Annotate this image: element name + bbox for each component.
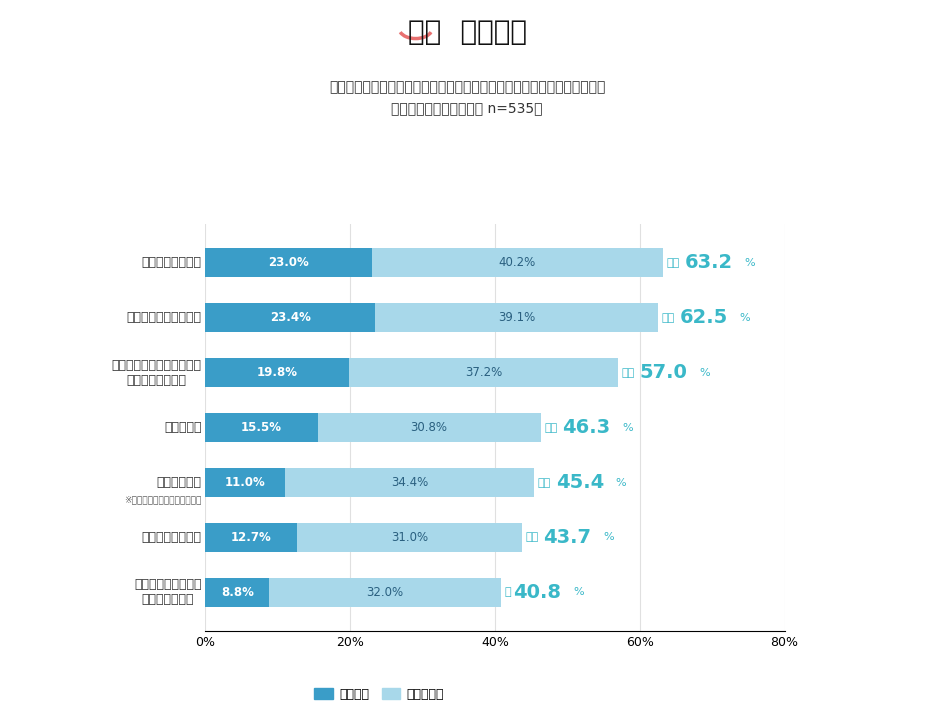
Text: 45.4: 45.4 [556, 473, 604, 492]
Bar [269, 578, 501, 607]
Text: %: % [740, 313, 750, 322]
Text: 創作・配信で利用: 創作・配信で利用 [142, 531, 202, 544]
Bar [205, 304, 375, 332]
Text: 11.0%: 11.0% [225, 476, 265, 489]
Text: 62.5: 62.5 [680, 308, 728, 327]
Text: %: % [603, 533, 615, 543]
Text: 子ども利用: 子ども利用 [164, 421, 202, 434]
Text: 57.0: 57.0 [640, 363, 687, 382]
Text: 合: 合 [504, 587, 511, 597]
Bar [297, 523, 522, 552]
Text: 40.2%: 40.2% [499, 257, 536, 269]
Text: 合計: 合計 [667, 258, 680, 268]
Text: 推し活で利用: 推し活で利用 [157, 476, 202, 489]
Text: 連絡先の棲み分け: 連絡先の棲み分け [142, 257, 202, 269]
Bar [205, 578, 269, 607]
Text: 合計: 合計 [526, 533, 539, 543]
Text: 15.5%: 15.5% [241, 421, 282, 434]
Text: メイン端末の補助利用: メイン端末の補助利用 [127, 311, 202, 325]
Text: メイン端末を持ち込みたく
ない場所での利用: メイン端末を持ち込みたく ない場所での利用 [112, 359, 202, 387]
Text: 40.8: 40.8 [514, 583, 561, 602]
Bar [285, 468, 534, 497]
Text: 23.4%: 23.4% [270, 311, 311, 325]
Text: ※投げ銭、コメント、動画試聴: ※投げ銭、コメント、動画試聴 [124, 496, 202, 505]
Text: 31.0%: 31.0% [391, 531, 428, 544]
Text: 合計: 合計 [661, 313, 674, 322]
Text: 46.3: 46.3 [562, 418, 611, 437]
Text: 合計: 合計 [538, 477, 551, 488]
Bar [205, 523, 297, 552]
Bar [372, 248, 663, 277]
Text: 合計: 合計 [622, 367, 635, 378]
Bar [205, 358, 348, 387]
Text: %: % [616, 477, 627, 488]
Text: 63.2: 63.2 [685, 253, 733, 272]
Text: 43.7: 43.7 [544, 528, 591, 547]
Text: 家族全員のサブ端末
として共同利用: 家族全員のサブ端末 として共同利用 [134, 578, 202, 606]
Text: ・・  にこスマ: ・・ にこスマ [407, 18, 527, 46]
Bar [205, 248, 372, 277]
Text: 合計: 合計 [545, 423, 558, 433]
Text: サブ端末の活用方法として各項目ごとに当てはまるものをお答えください: サブ端末の活用方法として各項目ごとに当てはまるものをお答えください [329, 81, 605, 95]
Text: 19.8%: 19.8% [257, 366, 298, 379]
Bar [348, 358, 618, 387]
Legend: よくある, たまにある: よくある, たまにある [309, 683, 449, 701]
Text: %: % [700, 367, 711, 378]
Text: 23.0%: 23.0% [268, 257, 309, 269]
Text: 30.8%: 30.8% [411, 421, 447, 434]
Text: （マトリクス単一回答｜ n=535）: （マトリクス単一回答｜ n=535） [391, 102, 543, 116]
Text: 39.1%: 39.1% [498, 311, 535, 325]
Text: 12.7%: 12.7% [231, 531, 272, 544]
Bar [375, 304, 658, 332]
Text: %: % [573, 587, 584, 597]
Text: %: % [622, 423, 633, 433]
Text: 32.0%: 32.0% [366, 586, 403, 599]
Text: 8.8%: 8.8% [221, 586, 254, 599]
Bar [205, 414, 318, 442]
Text: 34.4%: 34.4% [391, 476, 428, 489]
Bar [205, 468, 285, 497]
Bar [318, 414, 541, 442]
Text: %: % [744, 258, 756, 268]
Text: 37.2%: 37.2% [465, 366, 502, 379]
